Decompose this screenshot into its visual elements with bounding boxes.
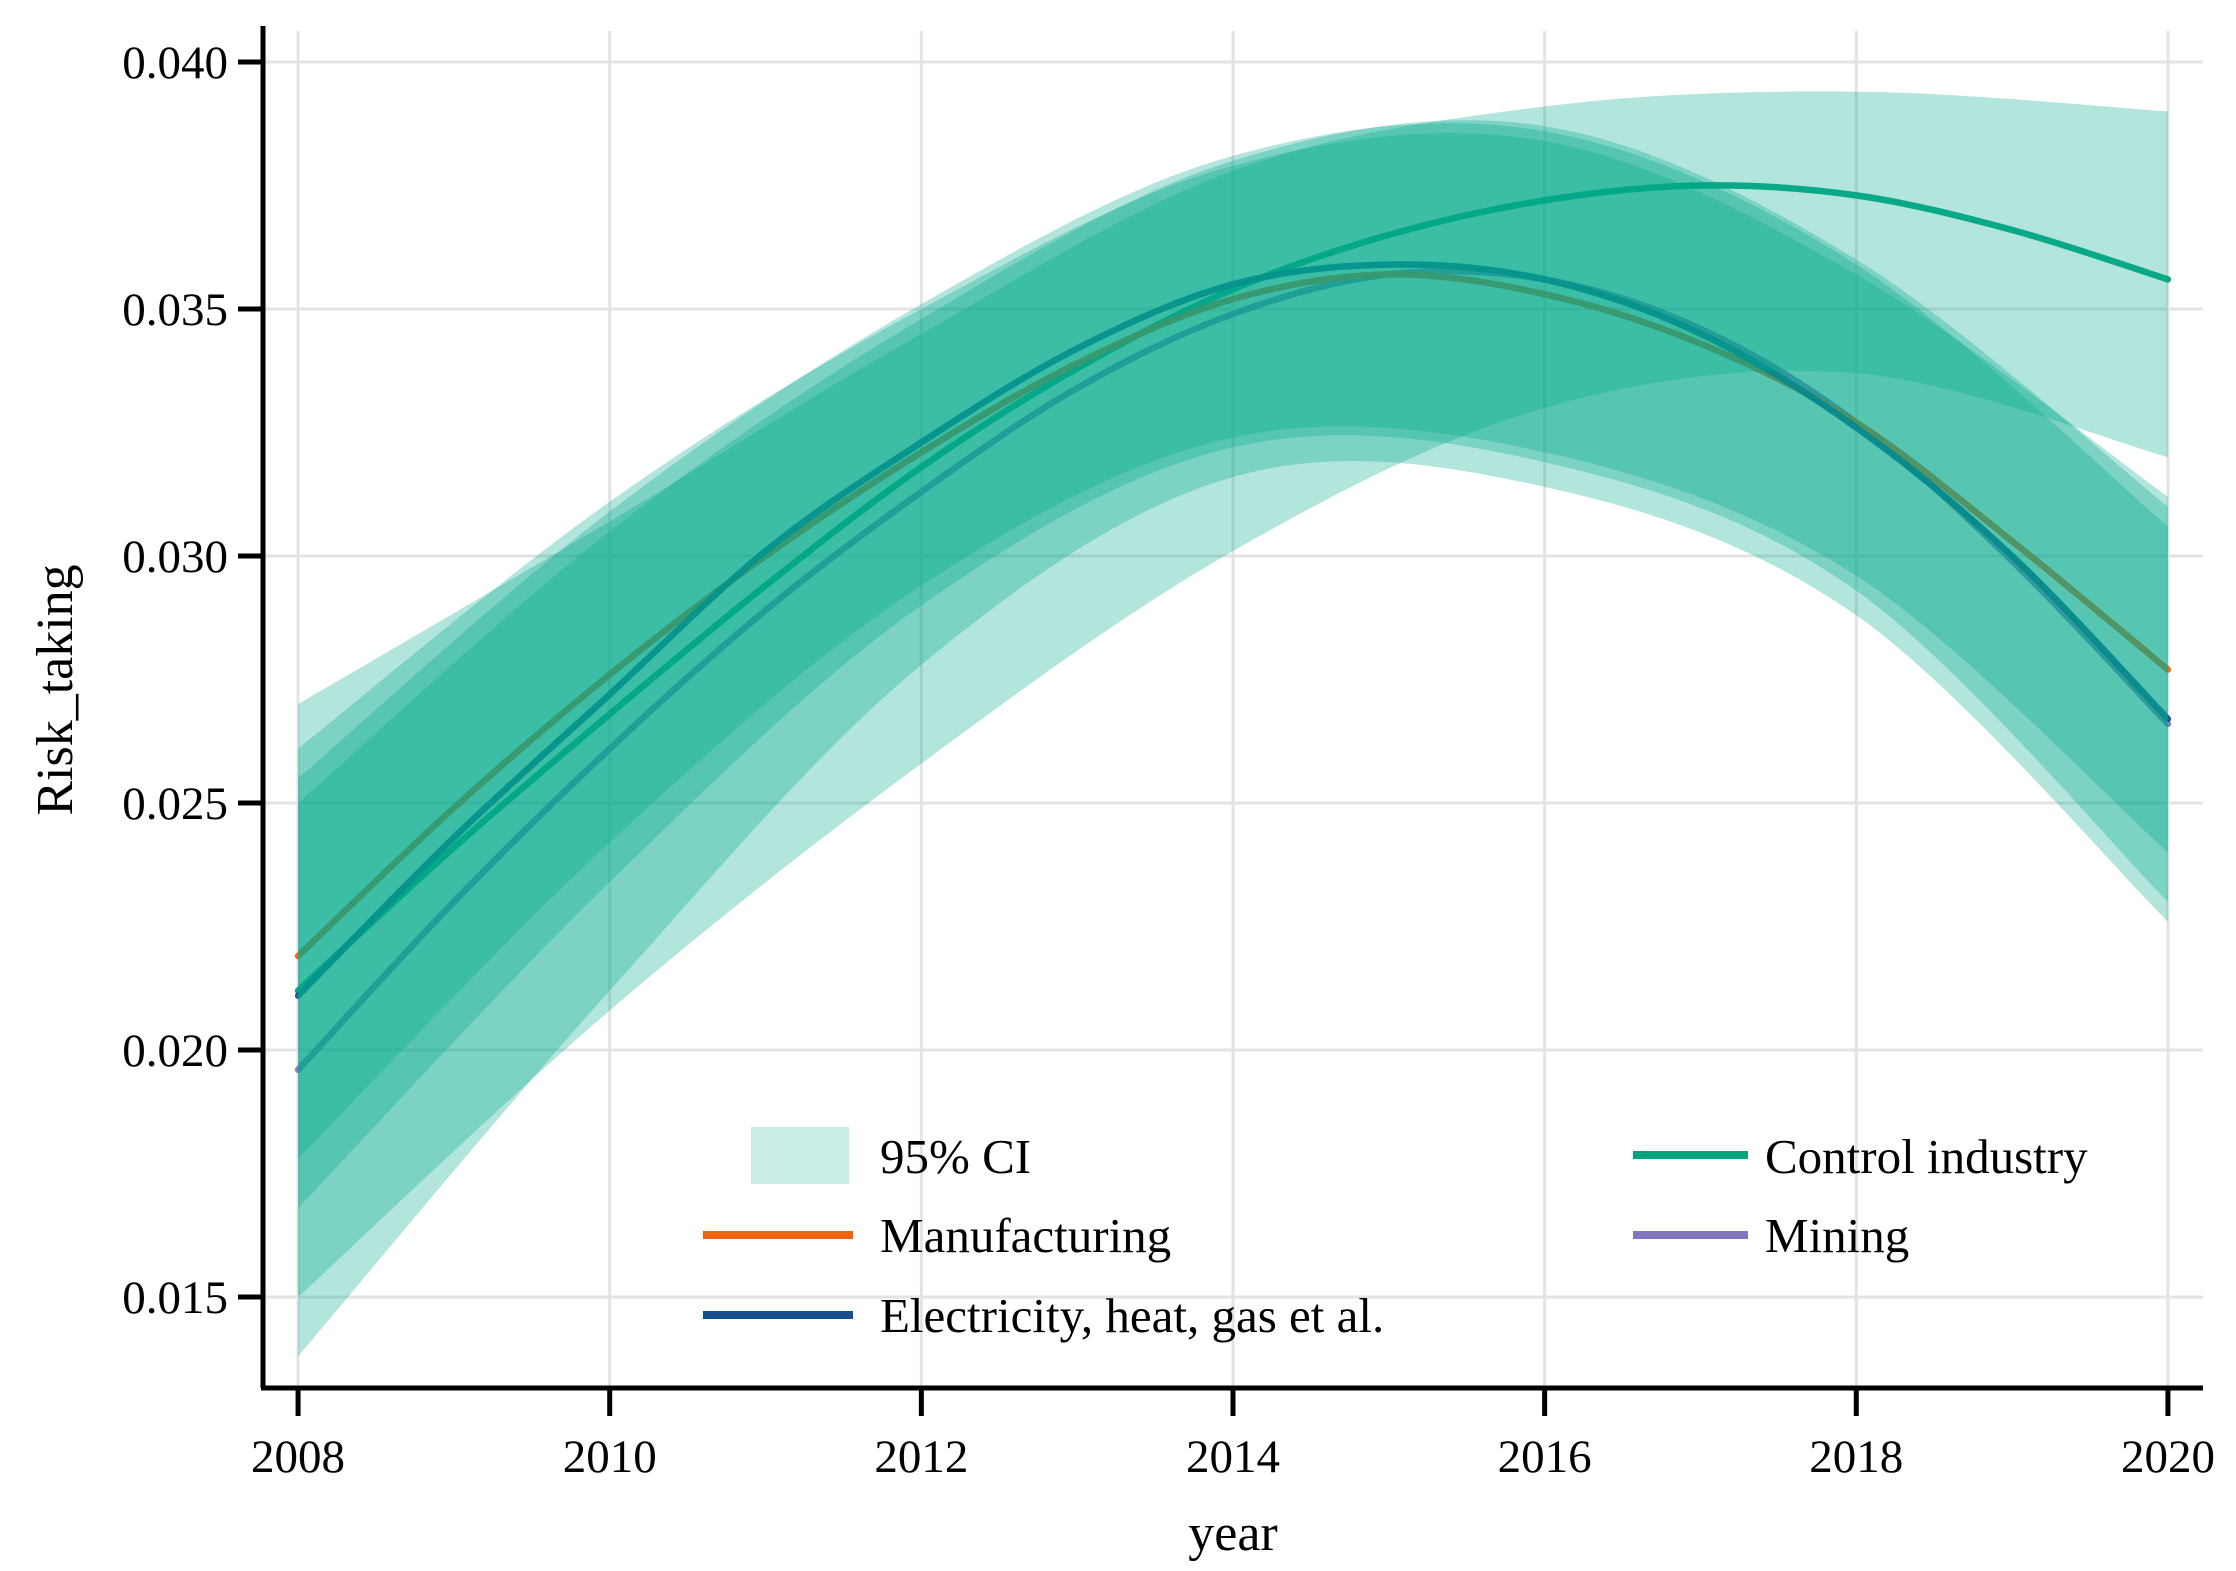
legend-label-control-industry: Control industry: [1765, 1129, 2088, 1184]
x-axis-title: year: [1188, 1505, 1277, 1562]
gridlines: [263, 31, 2203, 1388]
x-tick-label: 2012: [874, 1431, 968, 1483]
ci-band-mining-ci: [298, 120, 2168, 1357]
axes: [238, 26, 2203, 1416]
ci-swatch: [751, 1127, 849, 1184]
x-tick-label: 2014: [1186, 1431, 1280, 1483]
x-tick-label: 2010: [563, 1431, 657, 1483]
legend-label-mining: Mining: [1765, 1208, 1909, 1263]
legend-label-ci: 95% CI: [880, 1129, 1031, 1184]
y-tick-label: 0.040: [122, 37, 228, 89]
series-line-control-industry: [294, 182, 2172, 994]
legend-label-electricity: Electricity, heat, gas et al.: [880, 1288, 1384, 1343]
y-tick-label: 0.025: [122, 778, 228, 830]
x-tick-label: 2008: [251, 1431, 345, 1483]
y-tick-label: 0.030: [122, 531, 228, 583]
y-tick-label: 0.015: [122, 1272, 228, 1324]
x-tick-label: 2016: [1498, 1431, 1592, 1483]
confidence-bands: [298, 91, 2168, 1357]
legend-label-manufacturing: Manufacturing: [880, 1208, 1171, 1263]
ci-band-control-industry-ci: [298, 91, 2168, 1298]
ci-band-manufacturing-ci: [298, 133, 2168, 1159]
series-line-manufacturing: [294, 271, 2172, 960]
tick-labels: 0.015 0.020 0.025 0.030 0.035 0.040 2008 2010 20…: [122, 37, 2215, 1483]
y-tick-label: 0.020: [122, 1025, 228, 1077]
series-lines: [294, 182, 2172, 1074]
x-tick-label: 2020: [2121, 1431, 2215, 1483]
ci-band-electricity-ci: [298, 123, 2168, 1209]
series-line-electricity-heat-gas-et-al: [294, 261, 2172, 999]
legend: 95% CI Manufacturing Electricity, heat, …: [703, 1127, 2088, 1343]
x-tick-label: 2018: [1809, 1431, 1903, 1483]
y-axis-title: Risk_taking: [27, 564, 84, 815]
y-tick-label: 0.035: [122, 284, 228, 336]
